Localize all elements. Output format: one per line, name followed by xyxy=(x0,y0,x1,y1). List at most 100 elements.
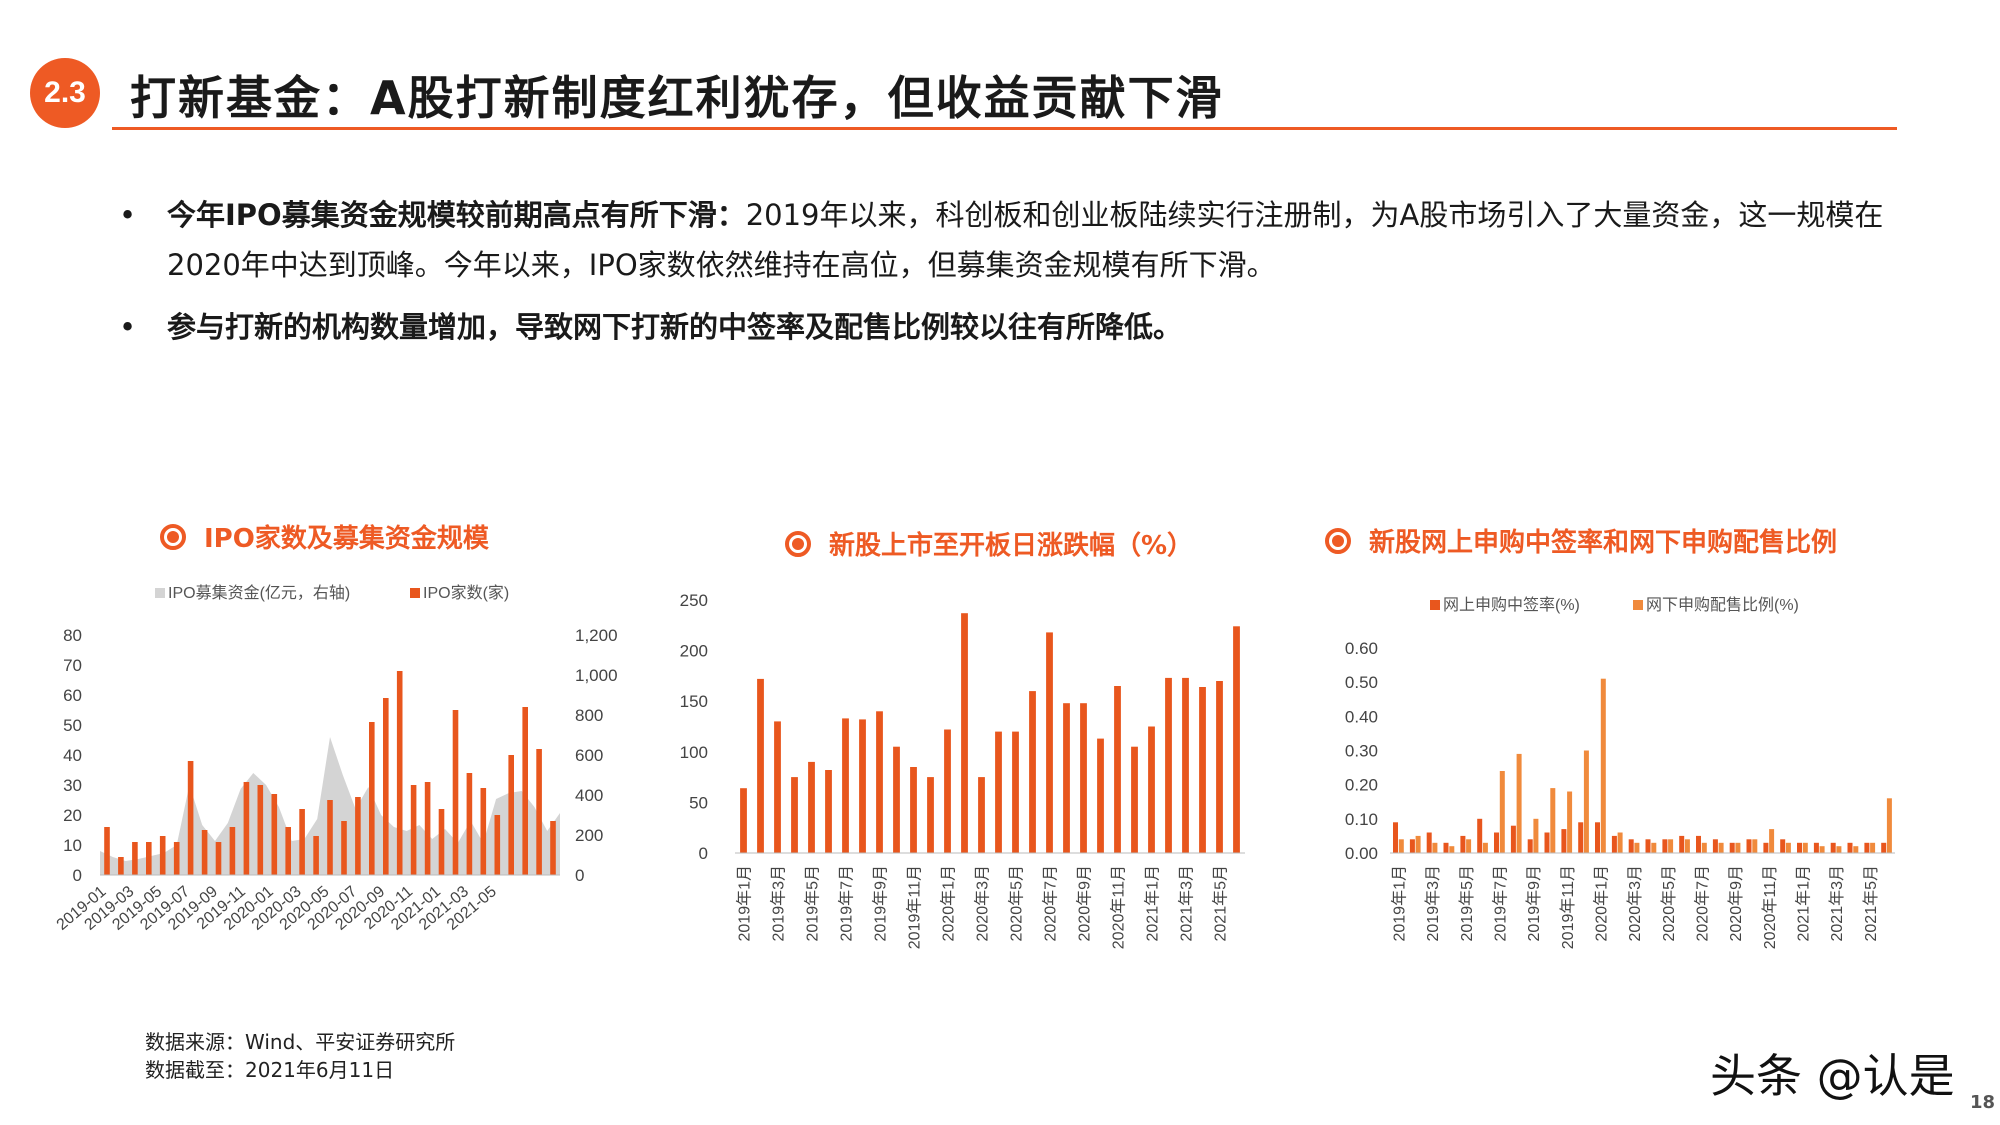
y-tick-right: 400 xyxy=(575,786,603,805)
offline-ratio-bar xyxy=(1651,842,1657,854)
bullet-list: • 今年IPO募集资金规模较前期高点有所下滑：2019年以来，科创板和创业板陆续… xyxy=(115,190,1895,364)
offline-ratio-bar xyxy=(1600,678,1606,853)
x-tick-label: 2019年1月 xyxy=(736,865,754,942)
x-tick-label: 2019年3月 xyxy=(1424,865,1442,942)
offline-ratio-bar xyxy=(1516,753,1522,853)
x-tick-label: 2021年3月 xyxy=(1828,865,1846,942)
offline-ratio-bar xyxy=(1684,839,1690,853)
ipo-count-bar xyxy=(215,842,222,875)
bullet-1-heading: 今年IPO募集资金规模较前期高点有所下滑： xyxy=(167,198,746,232)
x-tick-label: 2020年7月 xyxy=(1042,865,1060,942)
x-tick-label: 2021年1月 xyxy=(1144,865,1162,942)
online-rate-bar xyxy=(1494,832,1499,853)
y-tick: 0.30 xyxy=(1345,742,1378,761)
offline-ratio-bar xyxy=(1701,842,1707,854)
gain-bar xyxy=(1148,726,1155,853)
ipo-count-bar xyxy=(396,671,403,875)
ipo-count-bar xyxy=(229,827,236,875)
offline-ratio-bar xyxy=(1567,791,1573,853)
target-icon xyxy=(160,523,186,550)
ipo-count-bar xyxy=(522,707,528,875)
ipo-count-bar xyxy=(159,836,166,875)
legend-swatch-funds xyxy=(155,588,165,598)
offline-ratio-bar xyxy=(1836,846,1842,853)
y-tick: 0.00 xyxy=(1345,844,1378,863)
gain-bar xyxy=(842,718,849,853)
ipo-count-bar xyxy=(383,698,389,875)
ipo-count-bar xyxy=(508,755,514,875)
y-tick: 0.20 xyxy=(1345,776,1378,795)
chart2-title: 新股上市至开板日涨跌幅（%） xyxy=(785,525,1193,562)
y-tick-left: 80 xyxy=(63,626,82,645)
ipo-count-bar xyxy=(327,800,333,875)
online-rate-bar xyxy=(1712,839,1718,853)
y-tick: 200 xyxy=(680,642,708,661)
ipo-count-bar xyxy=(550,821,556,875)
gain-bar xyxy=(1029,691,1036,853)
gain-bar xyxy=(910,767,917,853)
ipo-count-bar xyxy=(257,785,264,875)
offline-ratio-bar xyxy=(1735,842,1741,854)
ipo-count-bar xyxy=(480,788,487,875)
gain-bar xyxy=(1097,738,1104,853)
data-source: 数据来源：Wind、平安证券研究所 数据截至：2021年6月11日 xyxy=(145,1028,455,1084)
offline-ratio-bar xyxy=(1482,842,1488,854)
y-tick-right: 1,000 xyxy=(575,666,618,685)
legend-label-online: 网上申购中签率(%) xyxy=(1443,596,1580,614)
offline-ratio-bar xyxy=(1533,818,1539,853)
online-rate-bar xyxy=(1578,822,1584,854)
x-tick-label: 2020年7月 xyxy=(1693,865,1711,942)
ipo-count-bar xyxy=(438,809,445,875)
y-tick-right: 800 xyxy=(575,706,603,725)
bullet-1-text: 2019年以来，科创板和创业板陆续实行注册制，为A股市场引入了大量资金，这一规模… xyxy=(167,198,1884,282)
y-tick-left: 10 xyxy=(63,836,82,855)
chart3-title: 新股网上申购中签率和网下申购配售比例 xyxy=(1325,522,1837,559)
x-tick-label: 2019年9月 xyxy=(1525,865,1543,942)
ipo-count-bar xyxy=(187,761,194,875)
y-tick: 0.60 xyxy=(1345,639,1378,658)
ipo-count-bar xyxy=(146,842,152,875)
x-tick-label: 2020年3月 xyxy=(974,865,992,942)
offline-ratio-bar xyxy=(1466,839,1472,853)
offline-ratio-bar xyxy=(1449,846,1455,853)
legend-label-count: IPO家数(家) xyxy=(423,584,509,602)
legend-swatch-online xyxy=(1430,600,1440,610)
y-tick-left: 50 xyxy=(63,716,82,735)
online-rate-bar xyxy=(1460,835,1466,853)
gain-bar xyxy=(893,746,900,853)
target-icon xyxy=(785,530,811,557)
offline-ratio-bar xyxy=(1819,846,1825,853)
gain-bar xyxy=(1012,731,1019,853)
page-title-main: A股打新制度红利犹存，但收益贡献下滑 xyxy=(370,71,1224,125)
title-divider xyxy=(112,127,1897,130)
online-rate-bar xyxy=(1881,842,1887,854)
ipo-count-bar xyxy=(466,773,473,875)
online-rate-bar xyxy=(1477,818,1483,853)
online-rate-bar xyxy=(1611,835,1617,853)
gain-bar xyxy=(944,729,951,853)
x-tick-label: 2019年11月 xyxy=(906,865,924,949)
gain-bar xyxy=(978,777,985,853)
y-tick: 0.40 xyxy=(1345,707,1378,726)
offline-ratio-bar xyxy=(1583,750,1589,853)
offline-ratio-bar xyxy=(1769,829,1775,853)
x-tick-label: 2019年5月 xyxy=(804,865,822,942)
ipo-count-bar xyxy=(271,794,278,875)
ipo-count-bar xyxy=(313,836,319,875)
online-rate-bar xyxy=(1864,842,1870,854)
gain-bar xyxy=(859,719,866,853)
x-tick-label: 2019年9月 xyxy=(872,865,890,942)
legend-label-funds: IPO募集资金(亿元，右轴) xyxy=(168,584,350,602)
online-rate-bar xyxy=(1409,839,1415,853)
gain-bar xyxy=(825,770,832,853)
y-tick-left: 60 xyxy=(63,686,82,705)
x-tick-label: 2019年5月 xyxy=(1458,865,1476,942)
online-rate-bar xyxy=(1729,842,1735,854)
ipo-count-bar xyxy=(536,749,542,875)
offline-ratio-bar xyxy=(1550,788,1556,853)
bullet-dot: • xyxy=(119,198,137,232)
online-rate-bar xyxy=(1510,825,1516,853)
online-rate-bar xyxy=(1645,839,1651,853)
chart1-title: IPO家数及募集资金规模 xyxy=(160,518,489,555)
x-tick-label: 2021年1月 xyxy=(1794,865,1812,942)
